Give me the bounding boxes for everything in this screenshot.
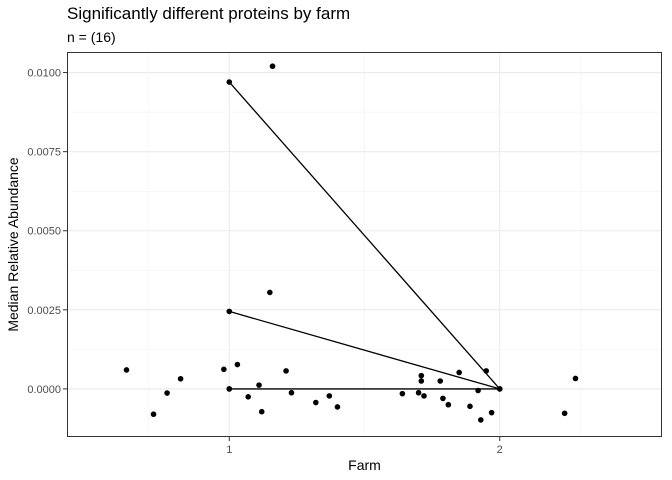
data-point xyxy=(226,79,233,85)
data-point xyxy=(258,408,265,415)
data-point xyxy=(288,389,295,396)
data-point xyxy=(456,369,462,376)
x-tick-label: 2 xyxy=(497,444,503,456)
data-point xyxy=(267,289,273,296)
connecting-line xyxy=(229,310,500,390)
chart-subtitle: n = (16) xyxy=(67,29,116,45)
y-tick-label: 0.0075 xyxy=(27,147,61,159)
data-point xyxy=(123,367,130,373)
data-point xyxy=(326,393,333,399)
y-axis-title: Median Relative Abundance xyxy=(5,157,21,332)
data-point xyxy=(445,401,452,408)
connecting-line xyxy=(228,81,501,390)
chart-title: Significantly different proteins by farm xyxy=(67,4,351,23)
data-point xyxy=(226,386,233,392)
data-point xyxy=(245,394,252,400)
x-tick-label: 1 xyxy=(226,444,232,456)
y-tick-label: 0.0025 xyxy=(27,305,61,317)
data-point xyxy=(313,399,319,406)
data-point xyxy=(234,361,241,368)
data-point xyxy=(561,410,568,417)
y-tick-label: 0.0050 xyxy=(27,226,61,238)
data-point xyxy=(399,390,406,397)
data-point xyxy=(415,389,422,396)
data-point xyxy=(437,378,444,384)
data-point xyxy=(440,395,446,402)
data-points xyxy=(123,63,579,423)
data-point xyxy=(475,387,481,394)
y-tick-label: 0.0100 xyxy=(27,68,61,80)
data-point xyxy=(467,403,473,410)
data-point xyxy=(256,382,262,388)
y-tick-label: 0.0000 xyxy=(27,384,61,396)
y-axis: 0.0000 0.0025 0.0050 0.0075 0.0100 xyxy=(27,68,67,396)
data-point xyxy=(334,404,341,410)
x-axis-title: Farm xyxy=(348,457,381,473)
data-point xyxy=(164,390,170,396)
data-point xyxy=(421,393,427,399)
data-point xyxy=(418,372,425,379)
data-point xyxy=(477,417,484,423)
data-point xyxy=(269,63,276,70)
grid-minor xyxy=(67,52,662,437)
data-point xyxy=(572,375,579,382)
data-point xyxy=(177,375,184,382)
data-point xyxy=(483,368,490,374)
data-point xyxy=(226,308,233,315)
data-point xyxy=(496,386,503,392)
data-point xyxy=(283,368,289,374)
data-point xyxy=(488,409,495,416)
plot-panel-border xyxy=(67,52,662,437)
data-point xyxy=(418,378,425,384)
data-point xyxy=(150,411,157,418)
data-point xyxy=(221,366,227,373)
connecting-lines xyxy=(228,81,501,390)
